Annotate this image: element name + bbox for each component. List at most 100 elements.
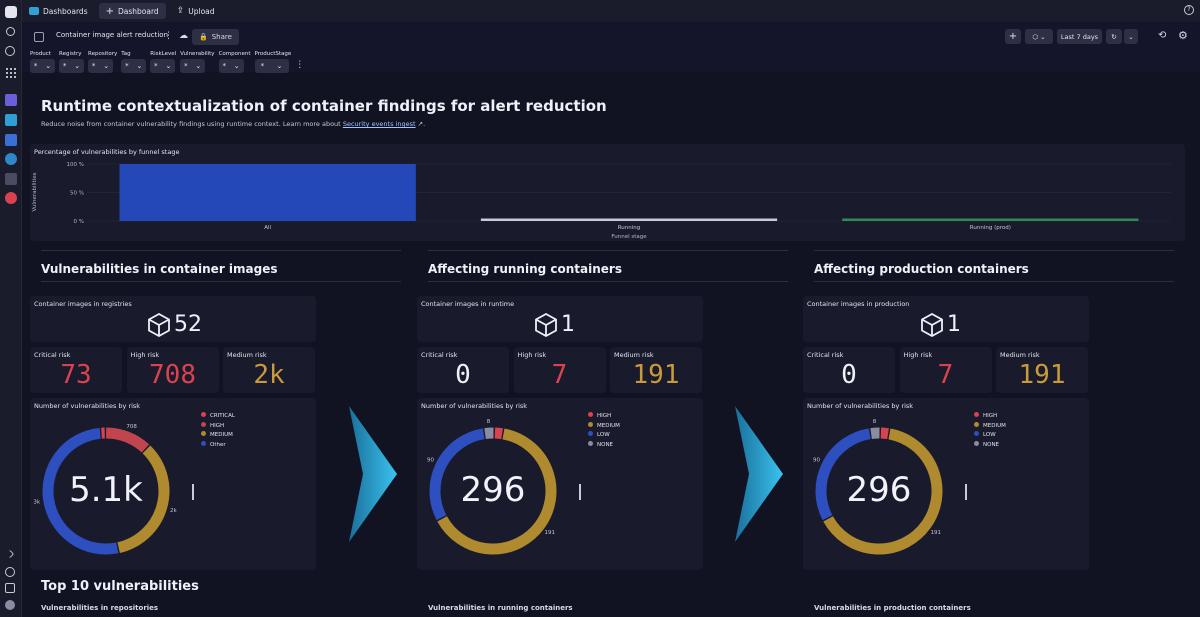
tab-dashboards[interactable]: Dashboards	[22, 3, 95, 19]
apps-grid-icon[interactable]	[5, 67, 17, 79]
cube-app-icon[interactable]	[5, 94, 17, 106]
legend-item[interactable]: HIGH	[201, 421, 235, 432]
dashboard-title[interactable]: Container image alert reduction	[56, 31, 169, 39]
risk-tile-title: Critical risk	[807, 351, 844, 359]
donut-slice[interactable]	[429, 428, 485, 521]
filter-select[interactable]: * ⌄	[150, 59, 176, 73]
risk-tile[interactable]: Medium risk 191	[996, 347, 1088, 393]
risk-tile[interactable]: Medium risk 191	[610, 347, 702, 393]
filter-select[interactable]: * ⌄	[30, 59, 55, 73]
filter-select[interactable]: * ⌄	[218, 59, 244, 73]
risk-tile[interactable]: Critical risk 73	[30, 347, 122, 393]
chevron-down-icon: ⌄	[136, 62, 143, 70]
tab-label: Dashboard	[118, 6, 159, 16]
legend-item[interactable]: LOW	[588, 431, 620, 441]
monitor-app-icon[interactable]	[5, 173, 17, 185]
funnel-bar[interactable]	[119, 164, 416, 221]
slice-label: 8	[873, 419, 877, 425]
risk-tile[interactable]: High risk 7	[513, 347, 606, 393]
legend-item[interactable]: HIGH	[588, 412, 620, 422]
donut-tile[interactable]: Number of vulnerabilities by risk 708 2k 3…	[30, 398, 316, 570]
support-icon[interactable]	[5, 567, 15, 577]
filter-label: Vulnerability	[180, 51, 215, 57]
images-count-tile[interactable]: Container images in production 1	[803, 296, 1089, 342]
legend-item[interactable]: CRITICAL	[201, 412, 235, 422]
donut-slice[interactable]	[42, 427, 119, 555]
filter-select[interactable]: * ⌄	[121, 59, 147, 73]
donut-slice[interactable]	[105, 427, 150, 453]
avatar[interactable]	[5, 600, 15, 610]
donut-slice[interactable]	[815, 428, 871, 521]
risk-value: 708	[149, 360, 196, 390]
risk-tile[interactable]: Medium risk 2k	[223, 347, 315, 393]
donut-slice[interactable]	[880, 427, 889, 440]
refresh-button[interactable]: ↻	[1106, 29, 1122, 44]
legend-item[interactable]: NONE	[588, 440, 620, 451]
risk-tile[interactable]: High risk 7	[899, 347, 992, 393]
funnel-bar[interactable]	[842, 218, 1139, 222]
legend-item[interactable]: MEDIUM	[974, 421, 1006, 432]
filter-label: Repository	[88, 51, 118, 57]
donut-tile[interactable]: Number of vulnerabilities by risk 8 191 90…	[803, 398, 1089, 570]
images-count-tile[interactable]: Container images in runtime 1	[417, 296, 703, 342]
search-icon[interactable]	[6, 27, 15, 36]
more-options-icon[interactable]: ⋮	[164, 31, 173, 41]
add-tile-button[interactable]: +	[1005, 29, 1021, 44]
filter-select[interactable]: * ⌄	[254, 59, 289, 73]
legend-item[interactable]: MEDIUM	[201, 431, 235, 441]
risk-tile[interactable]: Critical risk 0	[803, 347, 895, 393]
external-link-icon[interactable]: ↗	[417, 120, 424, 128]
risk-tile[interactable]: High risk 708	[126, 347, 219, 393]
refresh-options-button[interactable]: ⌄	[1124, 29, 1138, 44]
filter-more-icon[interactable]: ⋮	[295, 60, 305, 70]
filter-select[interactable]: * ⌄	[180, 59, 206, 73]
risk-tile[interactable]: Critical risk 0	[417, 347, 509, 393]
donut-slice[interactable]	[870, 427, 880, 440]
donut-legend: HIGH MEDIUM LOW NONE	[588, 412, 620, 450]
legend-scroll-handle[interactable]	[192, 484, 194, 500]
globe-icon[interactable]	[5, 46, 15, 56]
problems-app-icon[interactable]	[5, 192, 17, 204]
dynatrace-logo-icon[interactable]	[5, 6, 17, 18]
legend-item[interactable]: HIGH	[974, 412, 1006, 422]
legend-item[interactable]: Other	[201, 440, 235, 451]
donut-slice[interactable]	[823, 428, 943, 555]
segments-button[interactable]: ⬡ ⌄	[1025, 29, 1053, 44]
legend-item[interactable]: MEDIUM	[588, 421, 620, 432]
legend-swatch	[201, 412, 206, 417]
donut-slice[interactable]	[484, 427, 494, 440]
dashboards-app-icon[interactable]	[5, 114, 17, 126]
page-title: Runtime contextualization of container f…	[41, 97, 607, 115]
share-button[interactable]: 🔒 Share	[192, 29, 239, 45]
kubernetes-app-icon[interactable]	[5, 153, 17, 165]
help-icon[interactable]: ?	[1184, 5, 1194, 15]
settings-app-icon[interactable]	[5, 583, 15, 593]
filter-select[interactable]: * ⌄	[59, 59, 84, 73]
images-count-tile[interactable]: Container images in registries 52	[30, 296, 316, 342]
donut-tile[interactable]: Number of vulnerabilities by risk 8 191 90…	[417, 398, 703, 570]
notebook-app-icon[interactable]	[5, 134, 17, 146]
sidebar-toggle-icon[interactable]	[34, 32, 44, 42]
funnel-bar[interactable]	[480, 218, 778, 222]
legend-scroll-handle[interactable]	[965, 484, 967, 500]
legend-item[interactable]: NONE	[974, 440, 1006, 451]
filter-select[interactable]: * ⌄	[88, 59, 113, 73]
funnel-chart-panel[interactable]: Percentage of vulnerabilities by funnel …	[30, 144, 1185, 241]
security-events-link[interactable]: Security events ingest	[342, 120, 416, 128]
cloud-sync-icon[interactable]: ☁	[179, 31, 188, 41]
donut-slice[interactable]	[494, 427, 503, 440]
tab-dashboard[interactable]: + Dashboard	[98, 3, 166, 19]
expand-rail-icon[interactable]	[5, 549, 15, 559]
tab-upload[interactable]: ⇪ Upload	[170, 3, 222, 19]
timeframe-selector[interactable]: Last 7 days	[1057, 29, 1102, 44]
history-icon[interactable]: ⟲	[1158, 30, 1167, 41]
x-axis-label: Funnel stage	[611, 234, 647, 240]
donut-slice[interactable]	[117, 445, 170, 553]
legend-scroll-handle[interactable]	[579, 484, 581, 500]
images-count: 52	[148, 312, 202, 337]
flow-arrow-icon	[349, 406, 397, 542]
legend-item[interactable]: LOW	[974, 431, 1006, 441]
settings-icon[interactable]: ⚙	[1178, 29, 1188, 42]
legend-swatch	[974, 431, 979, 436]
donut-slice[interactable]	[437, 428, 557, 555]
